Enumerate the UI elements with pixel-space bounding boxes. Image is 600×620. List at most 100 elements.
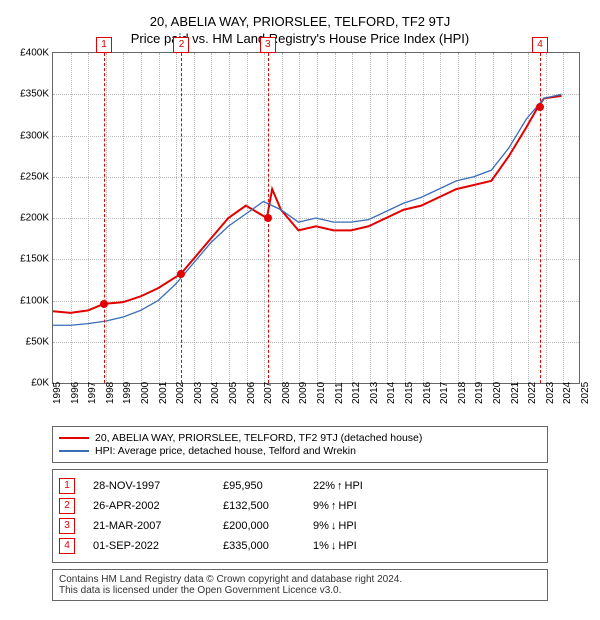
marker-number-box: 3 [260,37,276,53]
y-tick-label: £0K [31,378,49,389]
sale-number-box: 1 [59,478,75,494]
sale-price: £335,000 [223,540,313,552]
x-tick-label: 2001 [158,382,169,404]
footer-line-1: Contains HM Land Registry data © Crown c… [59,574,541,585]
sale-date: 01-SEP-2022 [93,540,223,552]
marker-number-box: 1 [96,37,112,53]
arrow-up-icon: ↑ [331,500,337,512]
footer-line-2: This data is licensed under the Open Gov… [59,585,541,596]
arrow-up-icon: ↑ [337,480,343,492]
sale-number-box: 2 [59,498,75,514]
sale-row: 2 26-APR-2002£132,5009%↑HPI [59,498,541,514]
x-tick-label: 2025 [580,382,591,404]
x-tick-label: 2007 [263,382,274,404]
x-tick-label: 2020 [492,382,503,404]
x-tick-label: 2009 [298,382,309,404]
legend-item: HPI: Average price, detached house, Telf… [59,445,541,457]
sale-row: 3 21-MAR-2007£200,0009%↓HPI [59,518,541,534]
sales-table: 128-NOV-1997£95,95022%↑HPI226-APR-2002£1… [52,469,548,563]
arrow-down-icon: ↓ [331,520,337,532]
x-tick-label: 1996 [70,382,81,404]
x-tick-label: 2013 [369,382,380,404]
x-tick-label: 2017 [439,382,450,404]
x-tick-label: 2006 [246,382,257,404]
x-tick-label: 2019 [474,382,485,404]
legend-swatch [59,437,89,439]
x-tick-label: 2008 [281,382,292,404]
x-tick-label: 1999 [122,382,133,404]
chart-title-address: 20, ABELIA WAY, PRIORSLEE, TELFORD, TF2 … [10,14,590,29]
footer-attribution: Contains HM Land Registry data © Crown c… [52,569,548,601]
legend-label: 20, ABELIA WAY, PRIORSLEE, TELFORD, TF2 … [95,432,422,444]
chart-lines [53,53,579,383]
sale-price: £95,950 [223,480,313,492]
sale-date: 28-NOV-1997 [93,480,223,492]
x-tick-label: 2003 [193,382,204,404]
sale-hpi: 9%↓HPI [313,520,357,532]
sale-row: 1 28-NOV-1997£95,95022%↑HPI [59,478,541,494]
sale-date: 26-APR-2002 [93,500,223,512]
sale-hpi-pct: 22% [313,480,335,492]
sale-row: 4 01-SEP-2022£335,0001%↓HPI [59,538,541,554]
sale-price: £132,500 [223,500,313,512]
x-tick-label: 2012 [351,382,362,404]
sale-hpi: 22%↑HPI [313,480,363,492]
series-line-hpi [53,94,561,325]
x-tick-label: 2021 [510,382,521,404]
y-axis: £0K£50K£100K£150K£200K£250K£300K£350K£40… [11,53,51,383]
arrow-down-icon: ↓ [331,540,337,552]
chart-plot-area: £0K£50K£100K£150K£200K£250K£300K£350K£40… [52,52,580,384]
marker-point [177,270,185,278]
x-tick-label: 2010 [316,382,327,404]
x-tick-label: 2022 [527,382,538,404]
legend-box: 20, ABELIA WAY, PRIORSLEE, TELFORD, TF2 … [52,426,548,463]
marker-point [264,214,272,222]
sale-hpi-label: HPI [345,480,363,492]
sale-number-box: 4 [59,538,75,554]
x-tick-label: 2018 [457,382,468,404]
sale-hpi-pct: 1% [313,540,329,552]
marker-vline [181,53,182,383]
y-tick-label: £350K [20,89,49,100]
sale-number-box: 3 [59,518,75,534]
y-tick-label: £150K [20,254,49,265]
x-tick-label: 2011 [334,382,345,404]
y-tick-label: £200K [20,213,49,224]
y-tick-label: £100K [20,295,49,306]
legend-swatch [59,450,89,451]
sale-hpi-label: HPI [338,520,356,532]
x-tick-label: 2000 [140,382,151,404]
sale-hpi: 9%↑HPI [313,500,357,512]
sale-hpi-pct: 9% [313,500,329,512]
sale-hpi-pct: 9% [313,520,329,532]
sale-hpi-label: HPI [338,500,356,512]
legend-label: HPI: Average price, detached house, Telf… [95,445,356,457]
marker-point [100,300,108,308]
x-tick-label: 2004 [210,382,221,404]
sale-hpi-label: HPI [338,540,356,552]
x-tick-label: 1995 [52,382,63,404]
marker-number-box: 2 [173,37,189,53]
x-tick-label: 2015 [404,382,415,404]
x-tick-label: 2014 [386,382,397,404]
x-tick-label: 1998 [105,382,116,404]
legend-item: 20, ABELIA WAY, PRIORSLEE, TELFORD, TF2 … [59,432,541,444]
marker-point [536,103,544,111]
x-tick-label: 2002 [175,382,186,404]
series-line-property [53,96,561,313]
marker-vline [104,53,105,383]
marker-number-box: 4 [532,37,548,53]
sale-price: £200,000 [223,520,313,532]
x-tick-label: 2016 [422,382,433,404]
y-tick-label: £300K [20,130,49,141]
sale-date: 21-MAR-2007 [93,520,223,532]
x-tick-label: 1997 [87,382,98,404]
sale-hpi: 1%↓HPI [313,540,357,552]
y-tick-label: £50K [26,336,49,347]
x-tick-label: 2024 [562,382,573,404]
y-tick-label: £250K [20,171,49,182]
x-axis: 1995 1996 1997 1998 1999 2000 2001 2002 2003 2004… [52,384,580,420]
x-tick-label: 2023 [545,382,556,404]
y-tick-label: £400K [20,48,49,59]
x-tick-label: 2005 [228,382,239,404]
